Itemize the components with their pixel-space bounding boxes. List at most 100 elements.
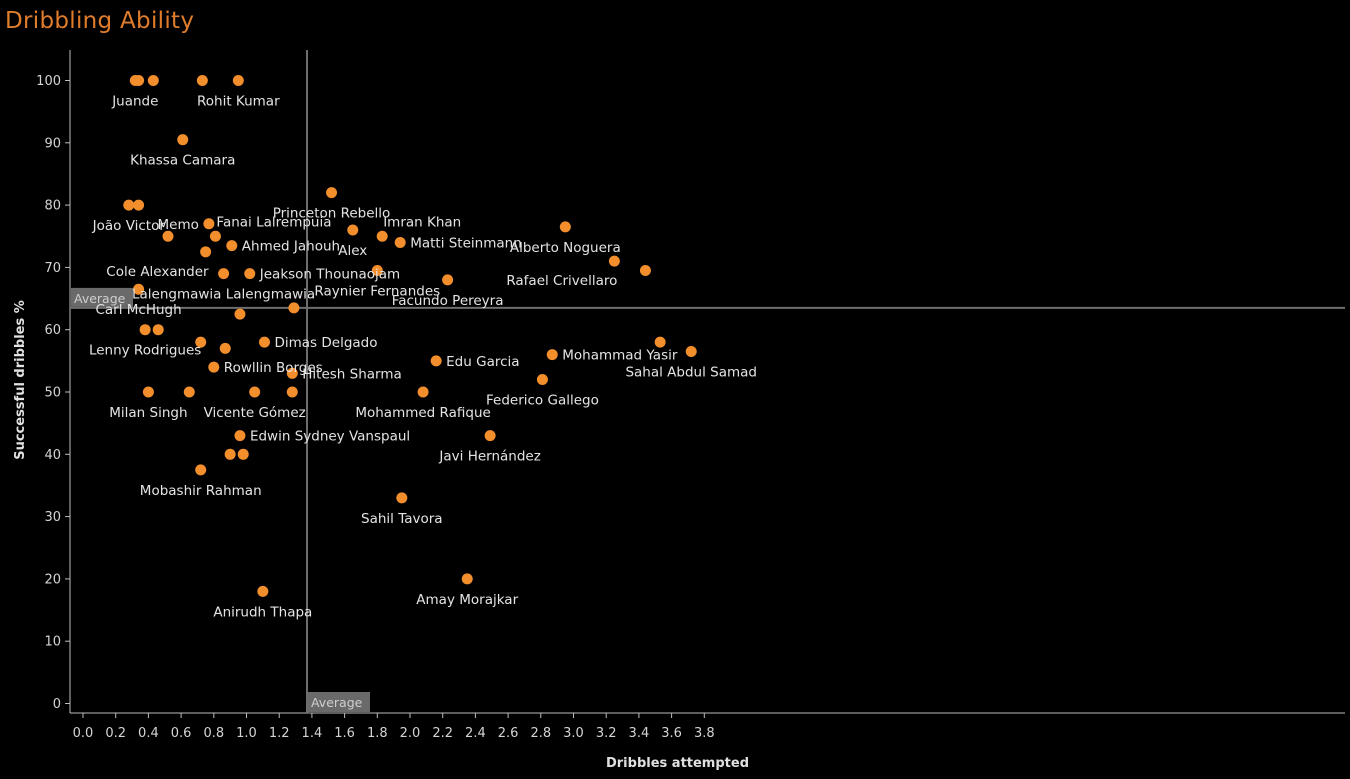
x-tick-label: 0.6	[171, 726, 192, 741]
data-point[interactable]	[133, 199, 145, 211]
y-tick-label: 90	[44, 136, 61, 151]
data-point[interactable]	[234, 430, 246, 442]
x-tick-label: 3.8	[694, 726, 715, 741]
point-label: Mobashir Rahman	[140, 483, 262, 499]
data-point[interactable]	[371, 265, 383, 277]
data-point[interactable]	[142, 386, 154, 398]
data-point[interactable]	[288, 302, 300, 314]
data-point[interactable]	[234, 308, 246, 320]
data-point[interactable]	[195, 336, 207, 348]
data-point[interactable]	[226, 240, 238, 252]
data-point[interactable]	[376, 230, 388, 242]
y-tick-label: 30	[44, 510, 61, 525]
point-label: João Victor	[92, 218, 166, 234]
y-tick-label: 20	[44, 572, 61, 587]
point-label: Fanai Lalrempuia	[216, 214, 331, 230]
point-label: Rohit Kumar	[197, 94, 280, 110]
labels-layer: João Victor Juande Rohit Kumar Khassa Camar…	[89, 94, 757, 621]
x-tick-label: 3.0	[563, 726, 584, 741]
y-tick-label: 60	[44, 323, 61, 338]
x-tick-label: 0.2	[105, 726, 126, 741]
data-point[interactable]	[546, 349, 558, 361]
data-point[interactable]	[257, 585, 269, 597]
data-point[interactable]	[162, 230, 174, 242]
x-tick-label: 1.8	[367, 726, 388, 741]
data-point[interactable]	[347, 224, 359, 236]
point-label: Khassa Camara	[130, 153, 235, 169]
data-point[interactable]	[218, 268, 230, 280]
axes: 0.0 0.2 0.4 0.6 0.8 1.0 1.2 1.4 1.6 1.8 2.0 2.2 2.4 2…	[13, 50, 1345, 771]
data-point[interactable]	[209, 230, 221, 242]
point-label: Sahil Tavora	[361, 511, 443, 527]
data-point[interactable]	[639, 265, 651, 277]
data-point[interactable]	[208, 361, 220, 373]
data-point[interactable]	[203, 218, 215, 230]
data-point[interactable]	[249, 386, 261, 398]
point-label: Dimas Delgado	[274, 335, 377, 351]
y-tick-label: 100	[36, 74, 61, 89]
data-point[interactable]	[258, 336, 270, 348]
point-label: Sahal Abdul Samad	[625, 365, 757, 381]
point-label: Mohammad Yasir	[562, 348, 678, 364]
data-point[interactable]	[461, 573, 473, 585]
x-tick-label: 0.4	[138, 726, 159, 741]
point-label: Mohammed Rafique	[355, 405, 491, 421]
point-label: Cole Alexander	[106, 264, 209, 280]
point-label: Milan Singh	[109, 405, 187, 421]
data-point[interactable]	[286, 386, 298, 398]
data-point[interactable]	[177, 134, 189, 146]
data-point[interactable]	[608, 255, 620, 267]
x-tick-label: 1.0	[236, 726, 257, 741]
data-point[interactable]	[559, 221, 571, 233]
data-point[interactable]	[536, 374, 548, 386]
data-point[interactable]	[654, 336, 666, 348]
point-label: Alex	[338, 243, 367, 259]
data-point[interactable]	[396, 492, 408, 504]
data-point[interactable]	[133, 283, 145, 295]
point-label: Federico Gallego	[486, 393, 599, 409]
point-label: Lenny Rodrigues	[89, 343, 201, 359]
data-point[interactable]	[237, 448, 249, 460]
x-tick-label: 3.4	[629, 726, 650, 741]
data-point[interactable]	[183, 386, 195, 398]
y-tick-label: 40	[44, 448, 61, 463]
y-tick-label: 70	[44, 261, 61, 276]
data-point[interactable]	[484, 430, 496, 442]
y-tick-label: 80	[44, 199, 61, 214]
point-label: Alberto Noguera	[510, 240, 621, 256]
data-point[interactable]	[195, 464, 207, 476]
points-layer	[123, 75, 697, 597]
data-point[interactable]	[232, 75, 244, 86]
point-label: Princeton Rebello	[273, 206, 391, 222]
x-tick-label: 2.4	[465, 726, 486, 741]
data-point[interactable]	[417, 386, 429, 398]
data-point[interactable]	[123, 199, 135, 211]
point-label: Rafael Crivellaro	[506, 273, 617, 289]
data-point[interactable]	[200, 246, 212, 258]
x-tick-label: 2.6	[498, 726, 519, 741]
data-point[interactable]	[685, 346, 697, 358]
data-point[interactable]	[219, 342, 231, 354]
data-point[interactable]	[152, 324, 164, 336]
data-point[interactable]	[196, 75, 208, 86]
data-point[interactable]	[133, 75, 145, 86]
data-point[interactable]	[244, 268, 256, 280]
data-point[interactable]	[394, 236, 406, 248]
x-axis-title: Dribbles attempted	[606, 756, 749, 771]
data-point[interactable]	[326, 187, 338, 199]
point-label: Edu Garcia	[446, 354, 519, 370]
data-point[interactable]	[286, 367, 298, 379]
y-tick-label: 50	[44, 386, 61, 401]
point-label: Rowllin Borges	[224, 360, 323, 376]
data-point[interactable]	[147, 75, 159, 86]
data-point[interactable]	[224, 448, 236, 460]
point-label: Ahmed Jahouh	[242, 239, 340, 255]
x-tick-label: 1.2	[269, 726, 290, 741]
y-tick-label: 0	[53, 697, 61, 712]
data-point[interactable]	[139, 324, 151, 336]
point-label: Matti Steinmann	[410, 235, 522, 251]
point-label: Vicente Gómez	[204, 405, 306, 421]
data-point[interactable]	[430, 355, 442, 367]
average-y-label: Average	[74, 291, 126, 306]
data-point[interactable]	[442, 274, 454, 286]
